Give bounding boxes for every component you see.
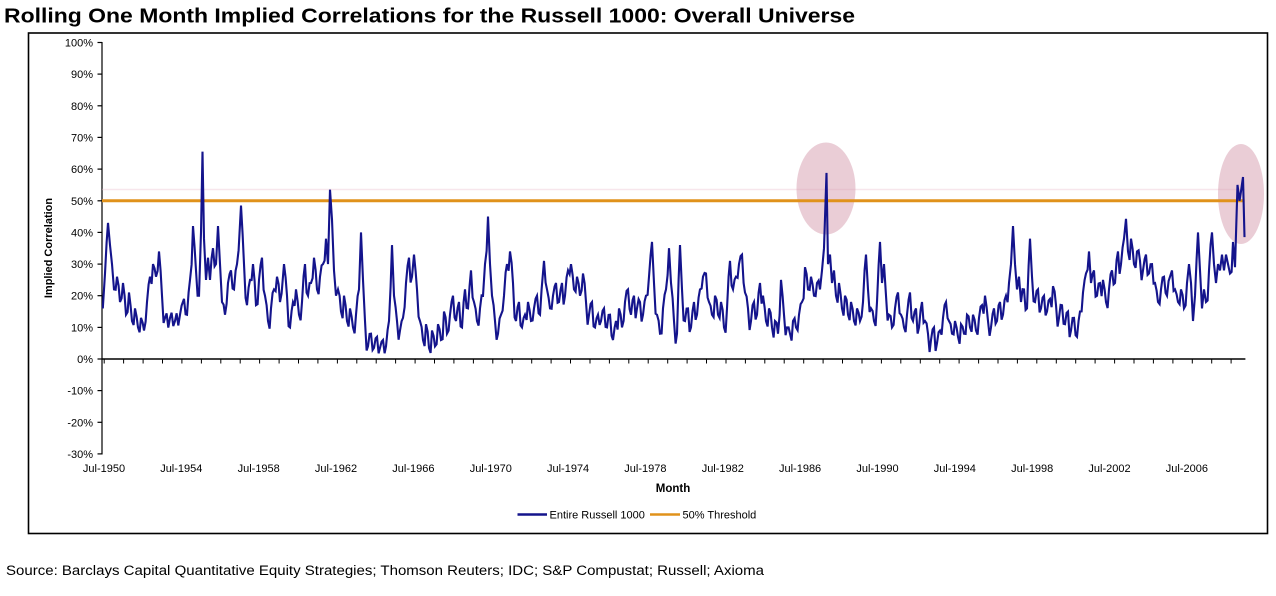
svg-text:Jul-1986: Jul-1986 [779, 463, 821, 475]
svg-text:Jul-1962: Jul-1962 [315, 463, 357, 475]
svg-text:Jul-1954: Jul-1954 [160, 463, 202, 475]
svg-text:Jul-1966: Jul-1966 [392, 463, 434, 475]
svg-text:10%: 10% [71, 322, 93, 334]
svg-text:50%: 50% [71, 196, 93, 208]
svg-text:-20%: -20% [67, 417, 93, 429]
svg-text:Jul-1982: Jul-1982 [702, 463, 744, 475]
svg-text:Jul-1990: Jul-1990 [856, 463, 898, 475]
svg-text:Jul-1978: Jul-1978 [624, 463, 666, 475]
svg-text:Jul-2002: Jul-2002 [1088, 463, 1130, 475]
svg-text:Entire Russell 1000: Entire Russell 1000 [550, 510, 645, 522]
svg-text:Month: Month [656, 483, 690, 495]
svg-text:-10%: -10% [67, 386, 93, 398]
svg-text:Rolling One Month Implied Corr: Rolling One Month Implied Correlations f… [4, 6, 855, 28]
svg-text:Jul-1958: Jul-1958 [238, 463, 280, 475]
svg-text:Jul-2006: Jul-2006 [1166, 463, 1208, 475]
svg-text:Jul-1950: Jul-1950 [83, 463, 125, 475]
svg-text:Jul-1970: Jul-1970 [470, 463, 512, 475]
svg-text:80%: 80% [71, 101, 93, 113]
svg-text:Jul-1994: Jul-1994 [934, 463, 976, 475]
svg-text:Implied Correlation: Implied Correlation [43, 198, 55, 299]
svg-text:20%: 20% [71, 291, 93, 303]
svg-text:30%: 30% [71, 259, 93, 271]
svg-text:90%: 90% [71, 69, 93, 81]
svg-text:40%: 40% [71, 227, 93, 239]
svg-text:Jul-1974: Jul-1974 [547, 463, 589, 475]
svg-text:70%: 70% [71, 132, 93, 144]
svg-text:60%: 60% [71, 164, 93, 176]
svg-text:100%: 100% [65, 38, 93, 50]
svg-text:-30%: -30% [67, 449, 93, 461]
svg-text:Jul-1998: Jul-1998 [1011, 463, 1053, 475]
svg-text:Source: Barclays Capital Quant: Source: Barclays Capital Quantitative Eq… [6, 563, 765, 578]
svg-text:50% Threshold: 50% Threshold [683, 510, 757, 522]
svg-text:0%: 0% [77, 354, 93, 366]
